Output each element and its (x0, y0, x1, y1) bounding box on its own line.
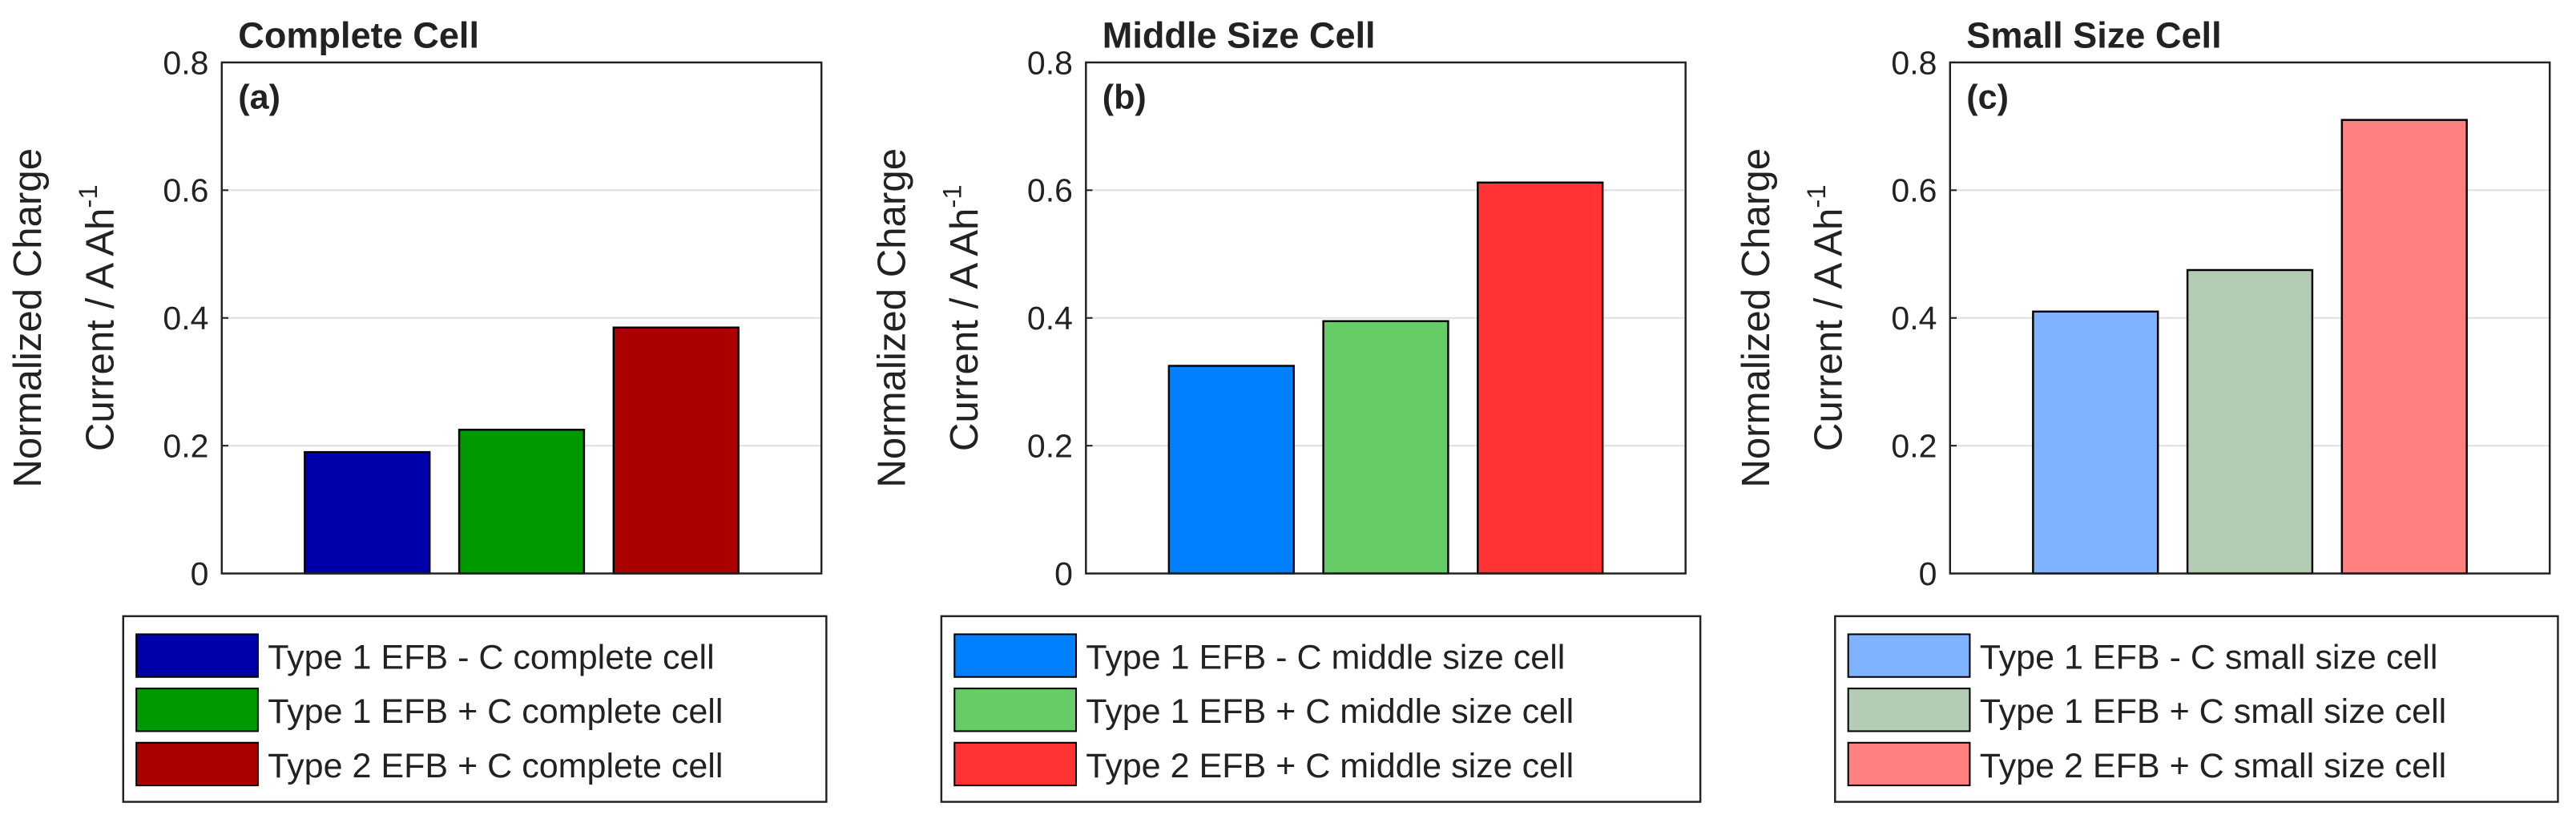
y-tick-label: 0.2 (1027, 428, 1073, 465)
legend-label: Type 1 EFB + C small size cell (1980, 692, 2447, 731)
legend-swatch (1847, 688, 1971, 732)
y-tick-label: 0.8 (1027, 44, 1073, 81)
axes-box (1085, 61, 1687, 575)
legend-swatch (953, 633, 1078, 678)
y-tick-label: 0.2 (1891, 428, 1937, 465)
chart-title: Middle Size Cell (1103, 14, 1376, 55)
y-axis-label: Normalized Charge (1734, 148, 1778, 488)
panel: 0 0.2 0.4 0.6 0.8 Small Size Cell (c) Normalize… (1734, 14, 2559, 803)
y-axis-label: Normalized Charge (870, 148, 914, 488)
y-axis-label-main: Current / A Ah (1806, 208, 1850, 452)
legend: Type 1 EFB - C small size cell Type 1 EFB… (1834, 615, 2559, 803)
legend-swatch (953, 688, 1078, 732)
y-axis-label: Current / A Ah-1 (937, 184, 986, 451)
legend: Type 1 EFB - C middle size cell Type 1 EF… (940, 615, 1702, 803)
y-tick-label: 0 (191, 555, 209, 592)
legend-label: Type 1 EFB - C complete cell (268, 639, 714, 677)
y-axis-label: Normalized Charge (6, 148, 50, 488)
panel-label: (c) (1966, 78, 2009, 116)
y-axis-label: Current / A Ah-1 (73, 184, 123, 451)
y-tick-label: 0.6 (1027, 172, 1073, 209)
bar (1322, 320, 1449, 575)
bar (2032, 310, 2159, 575)
legend-label: Type 2 EFB + C middle size cell (1086, 747, 1574, 785)
y-tick-label: 0.4 (1027, 300, 1073, 337)
legend-label: Type 2 EFB + C complete cell (268, 747, 723, 785)
legend-swatch (135, 741, 259, 787)
axes-box (1949, 61, 2551, 575)
y-axis-label: Current / A Ah-1 (1801, 184, 1851, 451)
legend-label: Type 1 EFB + C middle size cell (1086, 692, 1574, 731)
y-tick-label: 0.2 (163, 428, 208, 465)
legend: Type 1 EFB - C complete cell Type 1 EFB +… (122, 615, 828, 803)
y-axis-label-main: Current / A Ah (942, 208, 986, 452)
y-tick-label: 0.4 (163, 300, 208, 337)
panel-label: (b) (1103, 78, 1147, 116)
legend-label: Type 1 EFB - C small size cell (1980, 639, 2438, 677)
bar (304, 450, 431, 575)
y-axis-label-superscript: -1 (1801, 184, 1831, 208)
legend-swatch (135, 688, 259, 732)
chart-title: Complete Cell (238, 14, 479, 55)
y-tick-label: 0.8 (163, 44, 208, 81)
y-tick-label: 0.4 (1891, 300, 1937, 337)
bar (458, 429, 586, 575)
chart-title: Small Size Cell (1966, 14, 2221, 55)
bar (2186, 268, 2314, 575)
panel-label: (a) (238, 78, 280, 116)
y-tick-label: 0.6 (163, 172, 208, 209)
legend-swatch (953, 741, 1078, 787)
legend-label: Type 2 EFB + C small size cell (1980, 747, 2447, 785)
y-axis-label-main: Current / A Ah (78, 208, 122, 452)
y-axis-label-superscript: -1 (73, 184, 103, 208)
bar (1477, 181, 1604, 575)
bar (1167, 365, 1295, 575)
y-tick-label: 0 (1054, 555, 1073, 592)
legend-swatch (1847, 741, 1971, 787)
legend-label: Type 1 EFB - C middle size cell (1086, 639, 1565, 677)
y-tick-label: 0.6 (1891, 172, 1937, 209)
legend-swatch (1847, 633, 1971, 678)
y-axis-label-superscript: -1 (937, 184, 966, 208)
legend-swatch (135, 633, 259, 678)
bar (2340, 119, 2468, 575)
bar (612, 326, 740, 575)
panel: 0 0.2 0.4 0.6 0.8 Complete Cell (a) Normalized … (6, 14, 828, 803)
legend-label: Type 1 EFB + C complete cell (268, 692, 723, 731)
panel: 0 0.2 0.4 0.6 0.8 Middle Size Cell (b) Normaliz… (870, 14, 1702, 803)
y-tick-label: 0 (1919, 555, 1937, 592)
axes-box (220, 61, 823, 575)
y-tick-label: 0.8 (1891, 44, 1937, 81)
